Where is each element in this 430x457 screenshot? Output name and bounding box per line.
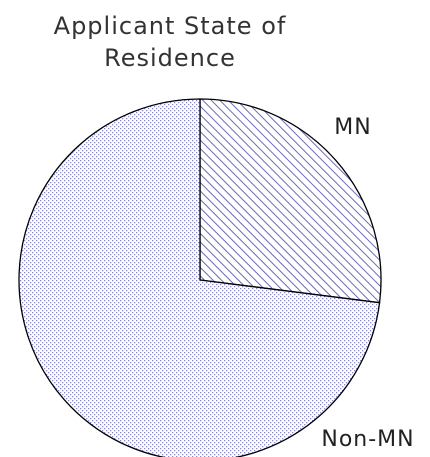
chart-title: Applicant State of Residence [53, 12, 287, 72]
slice-label: Non-MN [321, 427, 414, 452]
pie-slice [18, 98, 381, 457]
slice-label: MN [334, 115, 371, 140]
pie-slice [199, 98, 382, 304]
